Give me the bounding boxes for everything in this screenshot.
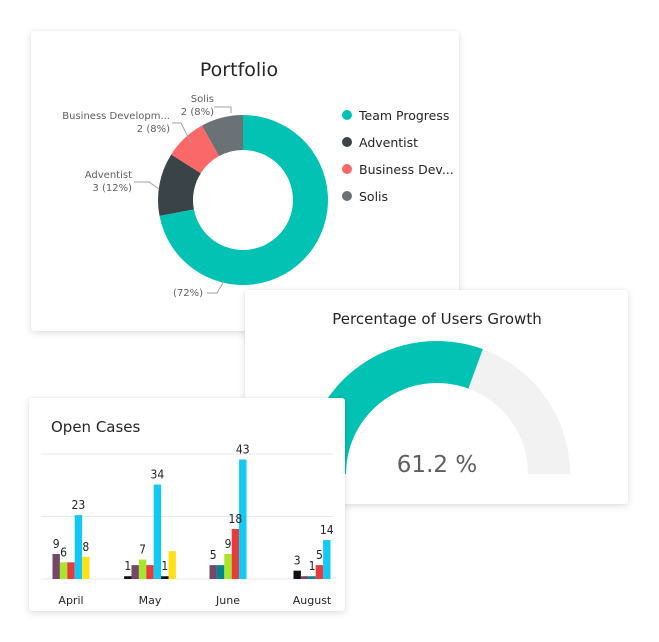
bar-april-2[interactable] [67, 562, 75, 579]
data-label: 8 [82, 540, 89, 554]
donut-slice-business-dev[interactable] [171, 125, 219, 174]
legend-item-team-progress[interactable]: Team Progress [342, 108, 449, 123]
bar-may-5[interactable] [161, 576, 169, 579]
data-label: 7 [139, 543, 146, 557]
bar-june-0[interactable] [209, 565, 217, 579]
callout-team-progress: (72%) [173, 280, 225, 299]
data-label: 43 [236, 443, 250, 457]
legend-marker-adventist [342, 137, 352, 147]
cases-title: Open Cases [51, 418, 141, 436]
legend-item-business-dev[interactable]: Business Dev... [342, 162, 454, 177]
bar-june-1[interactable] [216, 565, 225, 579]
data-label: 34 [151, 468, 165, 482]
data-label: 5 [210, 548, 217, 562]
donut-slice-team-progress[interactable] [159, 115, 328, 285]
bar-august-2[interactable] [308, 576, 316, 579]
data-label: 1 [309, 559, 316, 573]
gauge-fill [304, 341, 483, 474]
x-tick-label: May [139, 594, 162, 607]
bar-april-1[interactable] [59, 562, 68, 579]
legend-label-adventist: Adventist [359, 135, 418, 150]
bar-may-2[interactable] [138, 559, 147, 579]
data-label: 18 [229, 512, 243, 526]
callout-adventist-value: 3 (12%) [92, 183, 132, 194]
x-tick-label: June [215, 594, 240, 607]
data-label: 1 [161, 559, 168, 573]
legend-label-solis: Solis [359, 189, 388, 204]
callout-business-dev-name: Business Developm... [62, 111, 170, 122]
legend-item-solis[interactable]: Solis [342, 189, 388, 204]
portfolio-card: Portfolio Solis 2 (8%) Business Developm… [31, 31, 459, 331]
callout-solis-name: Solis [191, 94, 214, 105]
data-label: 3 [294, 554, 301, 568]
bar-april-4[interactable] [82, 556, 90, 579]
bar-may-3[interactable] [146, 565, 154, 579]
bar-may-6[interactable] [168, 551, 176, 579]
legend-item-adventist[interactable]: Adventist [342, 135, 418, 150]
bar-june-2[interactable] [224, 554, 232, 579]
data-label: 9 [53, 537, 60, 551]
data-label: 9 [225, 537, 232, 551]
gauge-value-label: 61.2 % [397, 452, 477, 478]
legend-label-business-dev: Business Dev... [359, 162, 454, 177]
callout-adventist-name: Adventist [85, 170, 132, 181]
legend-label-team-progress: Team Progress [358, 108, 449, 123]
bar-august-1[interactable] [300, 576, 309, 579]
portfolio-legend: Team Progress Adventist Business Dev... … [342, 108, 454, 204]
donut-slice-adventist[interactable] [158, 154, 201, 216]
callout-business-dev-value: 2 (8%) [137, 124, 170, 135]
callout-solis: Solis 2 (8%) [181, 94, 232, 118]
bar-may-1[interactable] [131, 565, 139, 579]
bar-june-4[interactable] [239, 459, 247, 579]
x-tick-label: April [58, 594, 83, 607]
data-label: 23 [72, 498, 86, 512]
bar-august-4[interactable] [323, 540, 331, 579]
bar-august-0[interactable] [293, 570, 301, 579]
users-growth-gauge: Percentage of Users Growth 61.2 % [304, 310, 570, 478]
data-label: 1 [124, 559, 131, 573]
bar-april-3[interactable] [74, 515, 83, 579]
data-label: 5 [316, 548, 323, 562]
callout-adventist: Adventist 3 (12%) [85, 170, 160, 194]
donut-slice-solis[interactable] [202, 115, 243, 157]
bar-may-0[interactable] [124, 576, 132, 579]
x-tick-label: August [293, 594, 332, 607]
gauge-title: Percentage of Users Growth [332, 310, 541, 328]
data-label: 14 [320, 523, 334, 537]
callout-solis-value: 2 (8%) [181, 107, 214, 118]
legend-marker-business-dev [342, 164, 352, 174]
legend-marker-team-progress [342, 110, 352, 120]
bar-may-4[interactable] [153, 484, 162, 579]
legend-marker-solis [342, 191, 352, 201]
portfolio-donut-chart: Portfolio Solis 2 (8%) Business Developm… [62, 59, 454, 299]
callout-team-progress-value: (72%) [173, 288, 203, 299]
bar-april-0[interactable] [52, 554, 60, 579]
bar-june-3[interactable] [231, 529, 240, 579]
data-label: 6 [60, 545, 67, 559]
open-cases-card: Open Cases 9 6 23 8 1 7 34 1 5 9 18 43 3 1 5 14 April Ma… [29, 398, 345, 611]
bar-august-3[interactable] [315, 565, 324, 579]
callout-business-dev: Business Developm... 2 (8%) [62, 111, 192, 144]
portfolio-title: Portfolio [200, 59, 278, 81]
